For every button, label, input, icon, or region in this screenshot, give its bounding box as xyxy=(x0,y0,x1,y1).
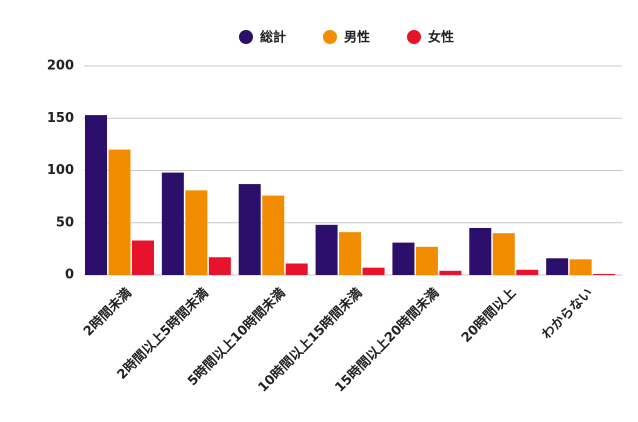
bar xyxy=(85,115,107,276)
bar xyxy=(185,190,208,275)
bar xyxy=(439,270,462,275)
bar xyxy=(469,227,492,275)
bar xyxy=(132,240,154,275)
legend-label: 女性 xyxy=(428,30,454,46)
bar xyxy=(546,258,569,275)
legend-label: 男性 xyxy=(344,30,370,46)
y-tick-label: 100 xyxy=(47,163,74,178)
x-tick-label: わからない xyxy=(539,286,596,343)
y-tick-label: 150 xyxy=(47,111,74,126)
legend-marker xyxy=(407,30,421,44)
legend-label: 総計 xyxy=(260,30,286,46)
legend-marker xyxy=(323,30,337,44)
bar xyxy=(285,263,308,275)
bar xyxy=(108,149,131,275)
y-tick-label: 200 xyxy=(47,59,74,74)
bar xyxy=(593,273,616,275)
bar xyxy=(208,257,231,275)
y-tick-label: 50 xyxy=(56,215,74,230)
bar xyxy=(516,269,539,275)
bar xyxy=(238,184,261,275)
bar xyxy=(415,246,438,275)
bar xyxy=(262,195,285,275)
x-tick-label: 20時間以上 xyxy=(458,285,519,346)
y-tick-label: 0 xyxy=(65,268,74,283)
bar xyxy=(339,232,362,275)
bar xyxy=(161,172,184,275)
x-tick-label: 2時間未満 xyxy=(80,285,134,339)
bar xyxy=(315,224,338,275)
bar xyxy=(569,259,592,275)
bar xyxy=(492,233,515,275)
bar xyxy=(392,242,415,275)
bar xyxy=(362,267,385,275)
legend-marker xyxy=(239,30,253,44)
